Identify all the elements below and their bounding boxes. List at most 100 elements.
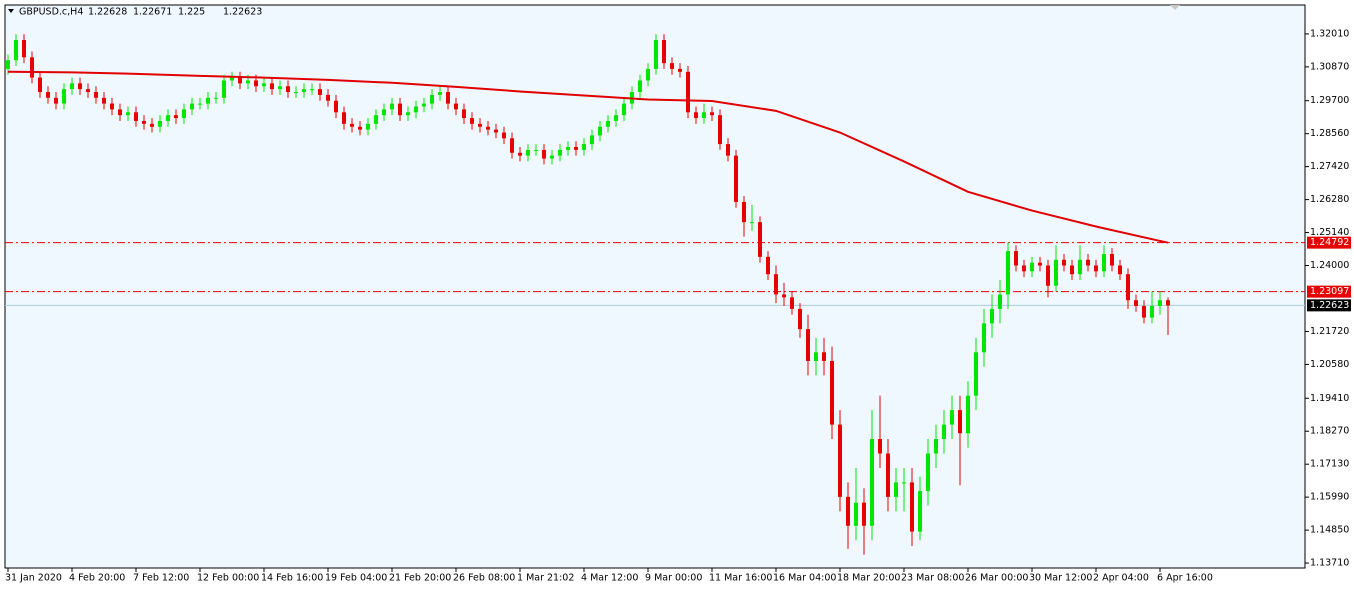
candle-body (622, 103, 626, 116)
candle-body (518, 152, 522, 156)
candle-body (342, 112, 346, 124)
candle-body (1070, 265, 1074, 275)
candle-body (670, 63, 674, 69)
candle-body (1022, 265, 1026, 272)
candle-body (94, 92, 98, 98)
candle-body (1062, 259, 1066, 266)
candle-body (398, 103, 402, 116)
candle-body (702, 112, 706, 119)
candle-body (710, 112, 714, 116)
candle-body (918, 491, 922, 532)
candle-body (102, 97, 106, 104)
candle-body (206, 97, 210, 104)
candle-body (22, 39, 26, 58)
candle-body (454, 103, 458, 110)
candle-body (414, 106, 418, 113)
candle-body (758, 222, 762, 257)
candle-body (510, 138, 514, 153)
x-tick-label: 31 Jan 2020 (5, 573, 62, 584)
candle-body (942, 424, 946, 440)
candle-body (486, 126, 490, 130)
candle-body (790, 297, 794, 309)
candle-body (958, 410, 962, 434)
candle-body (558, 149, 562, 156)
candle-body (1086, 259, 1090, 266)
candle-body (838, 424, 842, 497)
candle-body (1126, 274, 1130, 301)
candle-body (422, 103, 426, 107)
candle-body (182, 109, 186, 119)
candle-body (1150, 306, 1154, 318)
x-tick-label: 2 Apr 04:00 (1093, 573, 1149, 584)
x-tick-label: 23 Mar 08:00 (901, 573, 964, 584)
candle-body (1118, 265, 1122, 275)
candle-body (198, 103, 202, 105)
candle-body (782, 294, 786, 298)
x-tick-label: 11 Mar 16:00 (709, 573, 772, 584)
x-tick-label: 7 Feb 12:00 (133, 573, 189, 584)
y-tick-label: 1.24000 (1310, 260, 1349, 271)
candle-body (358, 126, 362, 130)
candle-body (638, 80, 642, 93)
candle-body (30, 57, 34, 78)
x-tick-label: 19 Feb 04:00 (325, 573, 387, 584)
x-tick-label: 6 Apr 16:00 (1157, 573, 1213, 584)
candle-body (1078, 259, 1082, 275)
candle-body (822, 352, 826, 361)
x-tick-label: 12 Feb 00:00 (197, 573, 259, 584)
y-tick-label: 1.20580 (1310, 359, 1349, 370)
candle-body (654, 39, 658, 69)
candle-body (1094, 265, 1098, 272)
candle-body (174, 115, 178, 119)
candle-body (166, 115, 170, 121)
candle-body (254, 80, 258, 87)
candle-body (478, 123, 482, 127)
candle-body (310, 89, 314, 91)
candle-body (6, 60, 10, 69)
price-label-box (1307, 285, 1351, 298)
candle-body (390, 103, 394, 110)
candle-body (526, 149, 530, 156)
candle-body (750, 222, 754, 224)
candle-body (446, 92, 450, 104)
plot-area (4, 4, 1306, 569)
candle-body (950, 410, 954, 425)
quote-value: 1.22671 (133, 7, 172, 18)
menu-arrow[interactable] (8, 9, 14, 13)
candle-body (334, 100, 338, 113)
x-tick-label: 21 Feb 20:00 (389, 573, 451, 584)
candle-body (270, 83, 274, 90)
candle-body (70, 83, 74, 90)
candle-body (470, 118, 474, 124)
candle-body (238, 77, 242, 84)
candle-body (246, 80, 250, 84)
candle-body (406, 112, 410, 116)
candle-body (982, 323, 986, 353)
candle-body (366, 123, 370, 130)
price-label: 1.22623 (1310, 300, 1349, 311)
candle-body (718, 115, 722, 145)
candle-body (62, 89, 66, 104)
candle-body (606, 120, 610, 127)
candle-body (646, 68, 650, 81)
candle-body (230, 77, 234, 81)
candle-body (734, 155, 738, 202)
x-tick-label: 18 Mar 20:00 (837, 573, 900, 584)
candle-body (766, 256, 770, 275)
candle-body (998, 294, 1002, 309)
candle-body (462, 109, 466, 119)
candle-body (326, 94, 330, 101)
candle-body (574, 146, 578, 150)
candle-body (598, 126, 602, 136)
x-tick-label: 1 Mar 21:02 (517, 573, 574, 584)
price-label: 1.23097 (1310, 286, 1349, 297)
candle-body (1014, 251, 1018, 266)
candle-body (78, 83, 82, 90)
candle-body (1110, 253, 1114, 266)
candle-body (926, 453, 930, 492)
candle-body (902, 482, 906, 484)
y-tick-label: 1.28560 (1310, 128, 1349, 139)
candle-body (862, 502, 866, 526)
candle-body (318, 89, 322, 95)
